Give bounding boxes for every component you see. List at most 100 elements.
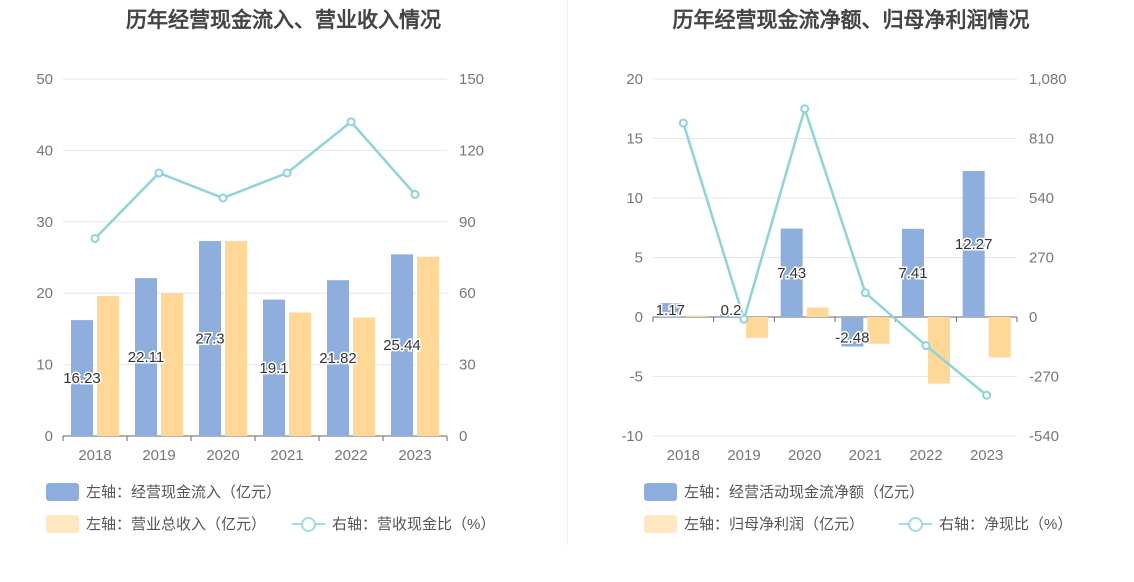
ratio-point: [346, 117, 356, 127]
y-left-tick-label: 50: [36, 71, 53, 88]
legend-label: 左轴：归母净利润（亿元）: [684, 516, 865, 533]
y-left-tick-label: 10: [36, 357, 53, 374]
legend-line-icon: [292, 515, 325, 533]
y-right-tick-label: 60: [459, 285, 476, 302]
x-tick-label: 2021: [849, 447, 882, 464]
bar-secondary: [353, 317, 375, 436]
ratio-point: [282, 168, 292, 178]
panel-divider: [567, 0, 568, 545]
bar-data-label: 0.2: [721, 302, 742, 319]
x-tick-label: 2019: [142, 447, 175, 464]
y-right-tick-label: 90: [459, 214, 476, 231]
bar-data-label: 19.1: [259, 360, 288, 377]
legend-label: 左轴：营业总收入（亿元）: [86, 516, 267, 533]
x-tick-label: 2023: [970, 447, 1003, 464]
chart-panel-cash-inflow: 历年经营现金流入、营业收入情况 0 0 10 30 20 60 30 90 40 120 50 150…: [36, 9, 495, 534]
bar-secondary: [161, 293, 183, 436]
bar-data-label: 21.82: [319, 350, 357, 367]
y-right-tick-label: 30: [459, 357, 476, 374]
bar-secondary: [685, 315, 708, 317]
bar-primary: [720, 314, 742, 317]
legend-label: 左轴：经营现金流入（亿元）: [86, 484, 282, 501]
bar-data-label: 7.43: [777, 265, 806, 282]
x-tick-label: 2019: [727, 447, 760, 464]
y-right-tick-label: 150: [459, 71, 484, 88]
y-right-tick-label: 810: [1029, 131, 1054, 148]
y-right-tick-label: -540: [1029, 428, 1059, 445]
bar-secondary: [97, 296, 119, 436]
ratio-line: [94, 120, 416, 240]
y-right-tick-label: 120: [459, 142, 484, 159]
ratio-line: [682, 104, 988, 397]
chart-panel-net-cash: 历年经营现金流净额、归母净利润情况 -10 -540 -5 -270 0 0 5 270 10 5…: [568, 0, 1134, 582]
bar-data-label: 16.23: [63, 370, 101, 387]
legend-item-bar1[interactable]: 左轴：经营活动现金流净额（亿元）: [644, 481, 924, 502]
ratio-point: [800, 104, 810, 114]
legend-swatch-blue: [644, 482, 677, 501]
bar-primary: [841, 317, 864, 347]
bar-data-label: 12.27: [955, 236, 993, 253]
bar-primary: [199, 241, 221, 436]
ratio-point: [90, 233, 100, 243]
y-left-tick-label: -10: [621, 428, 643, 445]
legend-line-icon: [899, 515, 932, 533]
legend-swatch-orange: [644, 514, 677, 533]
legend-label: 左轴：经营活动现金流净额（亿元）: [684, 484, 925, 501]
chart-title: 历年经营现金流入、营业收入情况: [126, 9, 441, 32]
x-tick-label: 2021: [270, 447, 303, 464]
y-left-tick-label: -5: [630, 369, 643, 386]
bar-primary: [659, 303, 682, 317]
bar-primary: [780, 228, 803, 317]
bar-data-label: 25.44: [383, 337, 421, 354]
bar-primary: [327, 280, 349, 436]
ratio-point: [982, 390, 992, 400]
y-right-tick-label: 270: [1029, 250, 1054, 267]
y-right-tick-label: 0: [1029, 309, 1037, 326]
bar-data-label: -2.48: [835, 330, 869, 347]
bar-secondary: [746, 317, 768, 338]
legend-item-bar2[interactable]: 左轴：营业总收入（亿元）: [46, 513, 266, 534]
bar-primary: [263, 299, 285, 436]
bar-primary: [71, 320, 93, 436]
y-right-tick-label: 0: [459, 428, 467, 445]
bar-secondary: [225, 241, 247, 436]
bar-secondary: [988, 317, 1011, 358]
ratio-point: [678, 118, 688, 128]
chart-title: 历年经营现金流净额、归母净利润情况: [672, 9, 1030, 32]
x-tick-label: 2022: [334, 447, 367, 464]
x-tick-label: 2018: [667, 447, 700, 464]
bar-secondary: [867, 317, 890, 344]
legend-item-line[interactable]: 右轴：净现比（%）: [899, 513, 1072, 534]
chart-plot-area: 0 0 10 30 20 60 30 90 40 120 50 150 2018 2019 2020 2021…: [36, 71, 484, 464]
bar-data-label: 22.11: [128, 349, 164, 366]
ratio-point: [860, 288, 870, 298]
ratio-point: [410, 189, 420, 199]
y-right-tick-label: -270: [1029, 369, 1059, 386]
bar-primary: [962, 170, 985, 317]
bar-primary: [135, 278, 157, 436]
bar-data-label: 7.41: [898, 265, 927, 282]
legend-label: 右轴：净现比（%）: [939, 516, 1073, 533]
ratio-point: [154, 168, 164, 178]
bar-data-label: 1.17: [656, 302, 685, 319]
bar-primary: [391, 254, 413, 436]
y-left-tick-label: 30: [36, 214, 53, 231]
legend-swatch-blue: [46, 482, 79, 501]
bar-data-label: 27.3: [195, 331, 224, 348]
y-left-tick-label: 20: [626, 71, 643, 88]
x-tick-label: 2022: [909, 447, 942, 464]
bar-secondary: [928, 317, 950, 384]
legend-item-bar2[interactable]: 左轴：归母净利润（亿元）: [644, 513, 864, 534]
legend-item-bar1[interactable]: 左轴：经营现金流入（亿元）: [46, 481, 281, 502]
y-right-tick-label: 540: [1029, 190, 1054, 207]
legend-swatch-orange: [46, 514, 79, 533]
bar-secondary: [806, 307, 829, 317]
bar-secondary: [289, 312, 311, 436]
bar-secondary: [417, 256, 439, 436]
chart-plot-area: -10 -540 -5 -270 0 0 5 270 10 540 15 810 20 1,080 2018…: [621, 71, 1066, 464]
legend-item-line[interactable]: 右轴：营收现金比（%）: [292, 513, 495, 534]
bar-primary: [902, 228, 924, 317]
y-left-tick-label: 40: [36, 142, 53, 159]
x-tick-label: 2023: [398, 447, 431, 464]
x-tick-label: 2020: [206, 447, 239, 464]
